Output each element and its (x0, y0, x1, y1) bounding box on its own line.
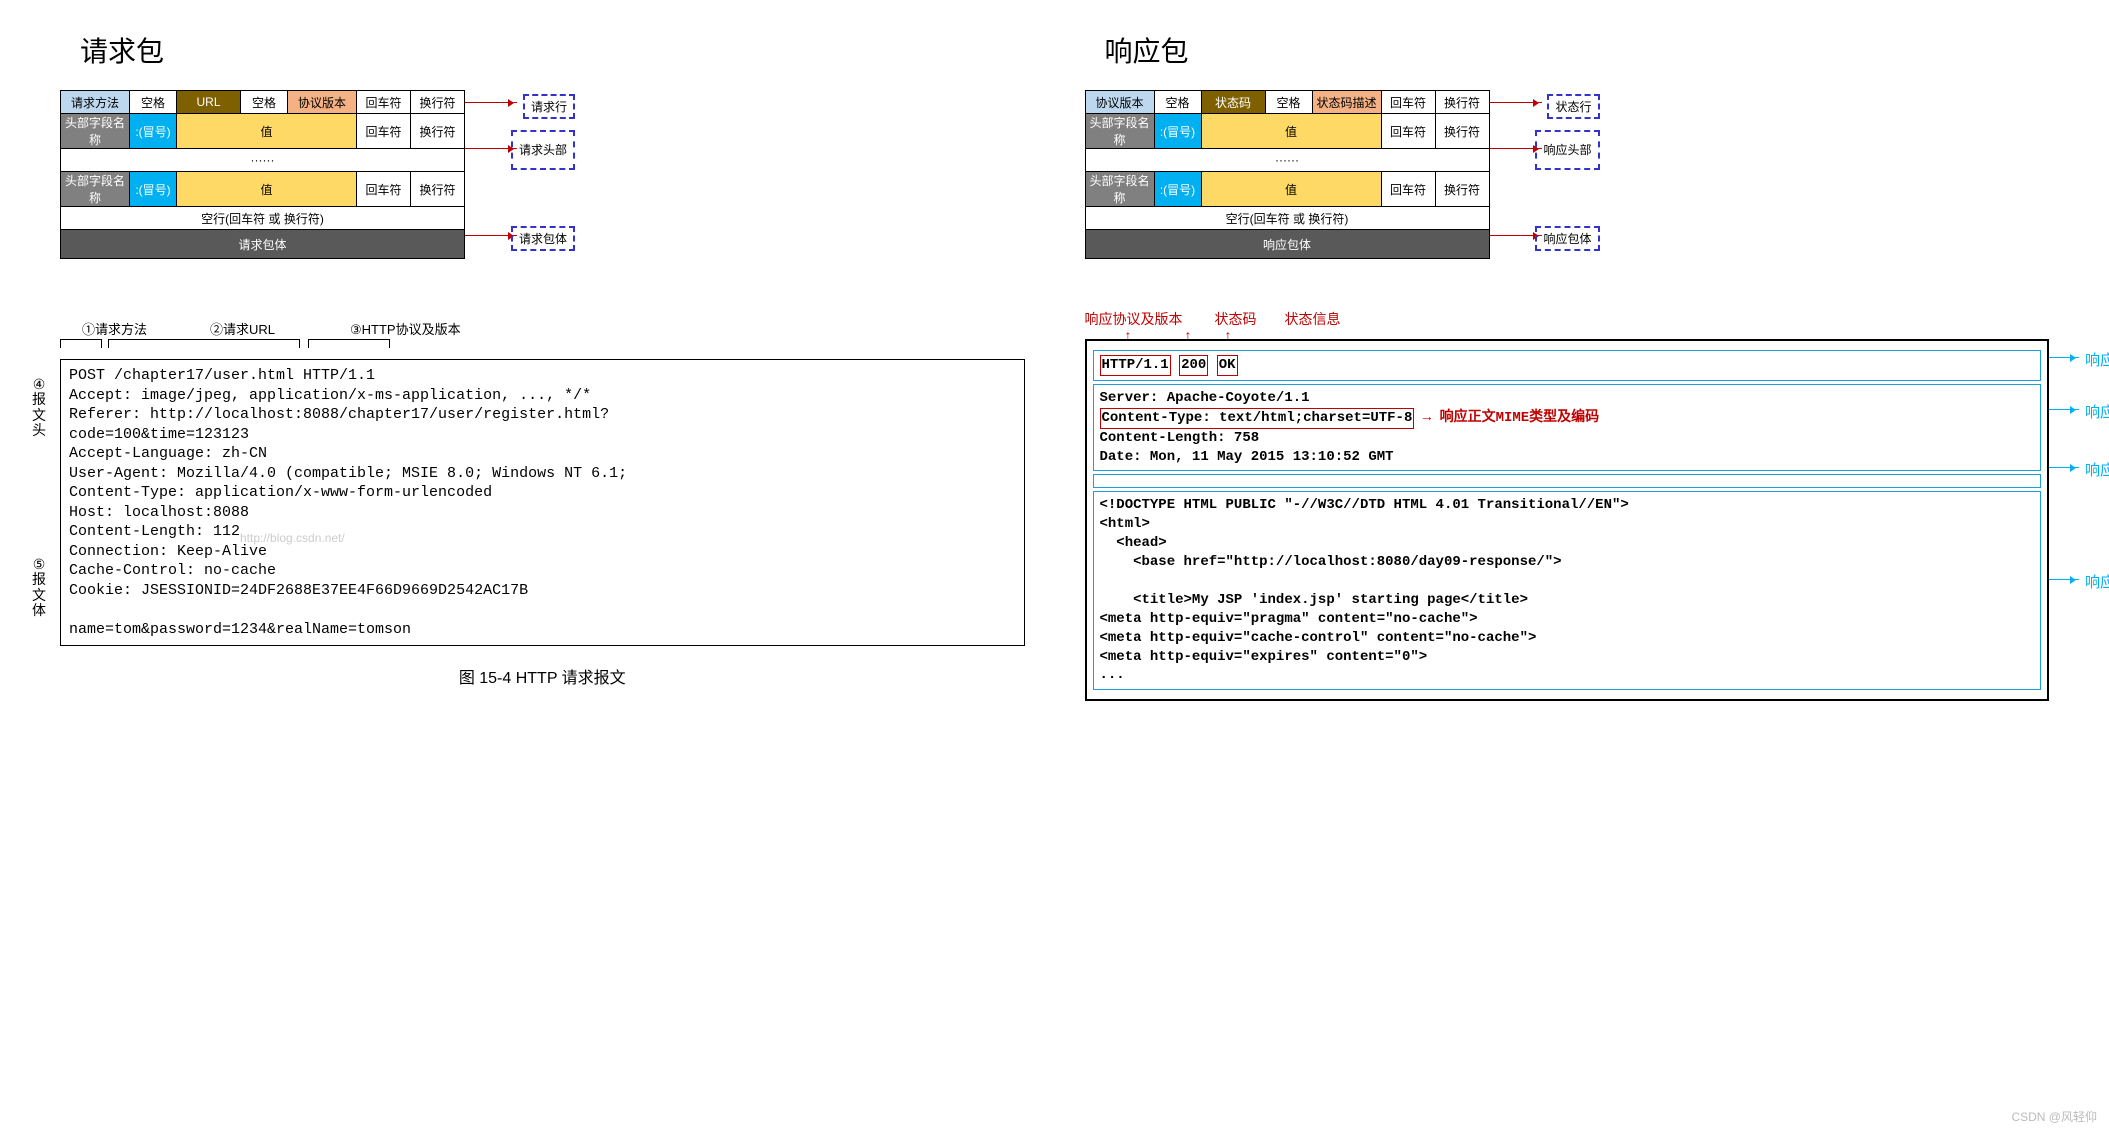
blank-line-row: 空行(回车符 或 换行符) (61, 207, 465, 230)
response-first-line: HTTP/1.1 200 OK (1093, 350, 2042, 381)
struct-cell: :(冒号) (130, 172, 177, 207)
struct-cell: 回车符 (357, 114, 411, 149)
request-struct-table: 请求方法空格URL空格协议版本回车符换行符 头部字段名称:(冒号)值回车符换行符… (60, 90, 465, 259)
anno-code: 状态码 (1215, 309, 1257, 329)
side-blank: 响应空行 (2085, 459, 2109, 480)
response-arrows: 状态行 响应头部 响应包体 (1490, 90, 1600, 250)
anno-url: ②请求URL (210, 319, 275, 338)
msg-box: OK (1217, 355, 1238, 376)
struct-cell: 值 (177, 172, 357, 207)
struct-cell: 协议版本 (1085, 91, 1154, 114)
label-req-header: 请求头部 (511, 130, 575, 170)
struct-cell: 回车符 (1381, 91, 1435, 114)
request-top-annotations: ①请求方法 ②请求URL ③HTTP协议及版本 (60, 319, 1025, 359)
label-req-body: 请求包体 (511, 226, 575, 251)
struct-cell: 空格 (241, 91, 288, 114)
struct-cell: 值 (177, 114, 357, 149)
label-resp-body: 响应包体 (1535, 226, 1599, 251)
label-req-line: 请求行 (523, 94, 575, 119)
struct-cell: 换行符 (1435, 114, 1489, 149)
struct-cell: 空格 (1154, 91, 1201, 114)
response-structure-diagram: 协议版本空格状态码空格状态码描述回车符换行符 头部字段名称:(冒号)值回车符换行… (1085, 90, 2050, 259)
struct-cell: 回车符 (1381, 114, 1435, 149)
struct-cell: 换行符 (411, 172, 465, 207)
code-box: 200 (1179, 355, 1208, 376)
response-example-box: HTTP/1.1 200 OK Server: Apache-Coyote/1.… (1085, 339, 2050, 701)
struct-cell: 回车符 (357, 172, 411, 207)
request-structure-diagram: 请求方法空格URL空格协议版本回车符换行符 头部字段名称:(冒号)值回车符换行符… (60, 90, 1025, 259)
struct-cell: 换行符 (1435, 91, 1489, 114)
side-anno-header: ④报文头 (32, 377, 46, 439)
side-body: 响应正文 (2085, 571, 2109, 592)
anno-msg: 状态信息 (1285, 309, 1341, 329)
body-row: 请求包体 (61, 230, 465, 259)
struct-cell: 状态码 (1201, 91, 1265, 114)
proto-box: HTTP/1.1 (1100, 355, 1171, 376)
response-headers: Server: Apache-Coyote/1.1 Content-Type: … (1093, 384, 2042, 472)
mime-annotation: → 响应正文MIME类型及编码 (1414, 410, 1599, 426)
label-resp-header: 响应头部 (1535, 130, 1599, 170)
request-column: 请求包 请求方法空格URL空格协议版本回车符换行符 头部字段名称:(冒号)值回车… (60, 30, 1025, 701)
struct-cell: 空格 (130, 91, 177, 114)
blank-line-row: 空行(回车符 或 换行符) (1085, 207, 1489, 230)
struct-cell: 状态码描述 (1312, 91, 1381, 114)
struct-cell: 回车符 (1381, 172, 1435, 207)
response-struct-table: 协议版本空格状态码空格状态码描述回车符换行符 头部字段名称:(冒号)值回车符换行… (1085, 90, 1490, 259)
side-anno-body: ⑤报文体 (32, 557, 46, 619)
struct-cell: 头部字段名称 (1085, 172, 1154, 207)
struct-cell: 协议版本 (288, 91, 357, 114)
request-example-box: POST /chapter17/user.html HTTP/1.1 Accep… (60, 359, 1025, 646)
struct-cell: 请求方法 (61, 91, 130, 114)
body-row: 响应包体 (1085, 230, 1489, 259)
struct-cell: 换行符 (411, 91, 465, 114)
struct-cell: 值 (1201, 172, 1381, 207)
side-first: 响应首行 (2085, 349, 2109, 370)
struct-cell: 头部字段名称 (61, 114, 130, 149)
response-top-annotations: 响应协议及版本 状态码 状态信息 ↑ ↑ ↑ (1085, 309, 2050, 339)
response-body: <!DOCTYPE HTML PUBLIC "-//W3C//DTD HTML … (1093, 491, 2042, 690)
struct-cell: 值 (1201, 114, 1381, 149)
anno-version: ③HTTP协议及版本 (350, 319, 461, 338)
struct-cell: :(冒号) (1154, 172, 1201, 207)
watermark-text: http://blog.csdn.net/ (240, 531, 345, 545)
ellipsis-row: ······ (1085, 149, 1489, 172)
page-watermark: CSDN @风轻仰 (2011, 1108, 2097, 1125)
ellipsis-row: ······ (61, 149, 465, 172)
struct-cell: 头部字段名称 (1085, 114, 1154, 149)
struct-cell: 头部字段名称 (61, 172, 130, 207)
struct-cell: URL (177, 91, 241, 114)
response-column: 响应包 协议版本空格状态码空格状态码描述回车符换行符 头部字段名称:(冒号)值回… (1085, 30, 2050, 701)
side-head: 响应头 (2085, 401, 2109, 422)
struct-cell: 换行符 (1435, 172, 1489, 207)
struct-cell: :(冒号) (130, 114, 177, 149)
request-arrows: 请求行 请求头部 请求包体 (465, 90, 575, 250)
struct-cell: 回车符 (357, 91, 411, 114)
struct-cell: :(冒号) (1154, 114, 1201, 149)
content-type-box: Content-Type: text/html;charset=UTF-8 (1100, 408, 1415, 429)
struct-cell: 换行符 (411, 114, 465, 149)
response-title: 响应包 (1105, 30, 2050, 70)
request-title: 请求包 (80, 30, 1025, 70)
struct-cell: 空格 (1265, 91, 1312, 114)
anno-proto: 响应协议及版本 (1085, 309, 1183, 329)
request-caption: 图 15-4 HTTP 请求报文 (60, 664, 1025, 688)
anno-method: ①请求方法 (82, 319, 147, 338)
response-blank-line (1093, 474, 2042, 488)
label-status-line: 状态行 (1547, 94, 1599, 119)
